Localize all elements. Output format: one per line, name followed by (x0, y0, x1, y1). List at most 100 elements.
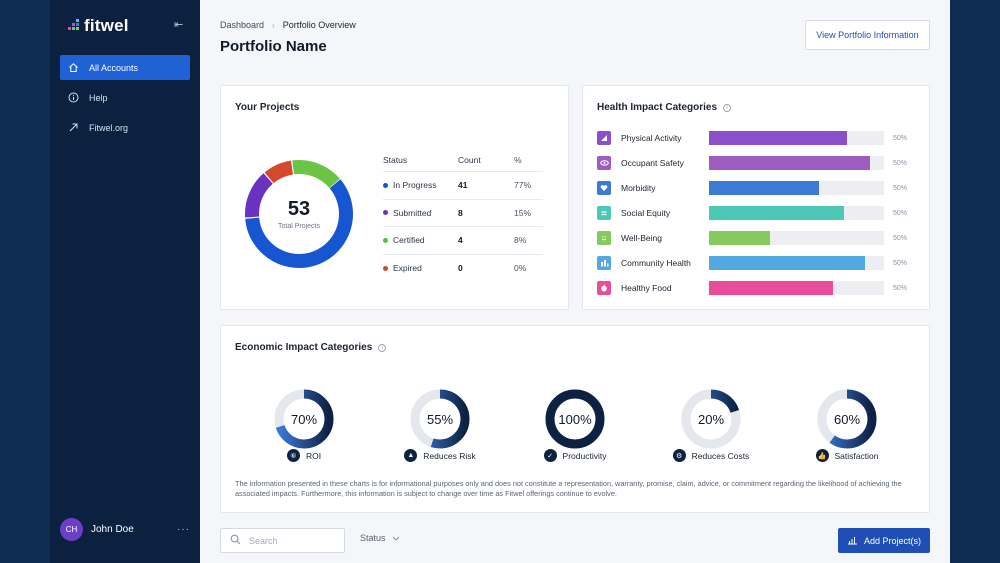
economic-label-satisfaction: 👍 Satisfaction (807, 449, 887, 462)
row-status: Expired (393, 263, 422, 274)
projects-donut: 53 Total Projects (243, 158, 355, 270)
page-title: Portfolio Name (220, 38, 327, 55)
economic-label-roi: ⑥ ROI (264, 449, 344, 462)
status-filter-label: Status (360, 533, 386, 543)
row-pct: 8% (514, 235, 527, 246)
health-label: Community Health (621, 258, 691, 268)
sidebar-item-label: Fitwel.org (89, 122, 129, 133)
info-icon[interactable]: i (378, 343, 387, 352)
health-pct: 50% (893, 284, 908, 292)
info-icon[interactable]: i (723, 103, 732, 112)
heart-shield-icon (597, 181, 611, 195)
economic-label-productivity: ✓ Productivity (535, 449, 615, 462)
row-pct: 77% (514, 180, 532, 191)
health-bar-fill (709, 281, 834, 295)
health-bar-fill (709, 231, 771, 245)
table-row: Submitted 8 15% (383, 200, 543, 227)
row-count: 8 (458, 207, 463, 218)
gauge-value: 100% (558, 411, 592, 427)
health-title-text: Health Impact Categories (597, 102, 718, 113)
health-bar-track (709, 231, 884, 245)
chart-icon (847, 535, 858, 547)
roi-icon: ⑥ (286, 449, 300, 462)
projects-card: Your Projects 53 Total Projects Status C… (220, 85, 569, 310)
search-input[interactable] (249, 535, 339, 546)
more-options-icon[interactable]: ··· (177, 524, 190, 535)
search-icon (230, 532, 241, 550)
gauge-fill (545, 389, 605, 449)
row-count: 41 (458, 180, 468, 191)
economic-label-reduces-costs: ⚙ Reduces Costs (671, 449, 751, 462)
sidebar-item-all-accounts[interactable]: All Accounts (60, 55, 190, 80)
health-pct: 50% (893, 184, 908, 192)
sidebar-item-fitwel-org[interactable]: Fitwel.org (60, 115, 190, 140)
equals-icon (597, 206, 611, 220)
user-menu[interactable]: CH John Doe ··· (60, 518, 190, 541)
table-row: In Progress 41 77% (383, 172, 543, 200)
donut-total-label: Total Projects (277, 223, 321, 230)
health-pct: 50% (893, 234, 908, 242)
donut-segment-in-progress (245, 160, 353, 268)
gauge-ring (681, 389, 741, 449)
gauge-fill (410, 389, 470, 449)
gauge-fill (274, 389, 334, 449)
health-bar-track (709, 281, 884, 295)
table-row: Expired 0 0% (383, 255, 543, 283)
chevron-down-icon (392, 533, 400, 543)
gauge-value: 60% (833, 411, 861, 427)
health-row-healthy-food: Healthy Food 50% (597, 280, 909, 296)
projects-donut-chart (245, 160, 353, 268)
breadcrumb: Dashboard › Portfolio Overview (220, 20, 356, 30)
status-filter-dropdown[interactable]: Status (360, 533, 400, 543)
health-label: Social Equity (621, 208, 671, 218)
main-content: Dashboard › Portfolio Overview Portfolio… (200, 0, 950, 563)
row-status: Certified (393, 235, 425, 246)
col-percent: % (514, 154, 522, 165)
health-bar-fill (709, 131, 848, 145)
health-title: Health Impact Categories i (597, 102, 732, 113)
health-label: Well-Being (621, 233, 662, 243)
economic-gauge-satisfaction: 60% (802, 374, 892, 464)
external-arrow-icon (68, 122, 79, 133)
gauge-ring (274, 389, 334, 449)
sidebar-item-help[interactable]: Help (60, 85, 190, 110)
health-bar-fill (709, 206, 844, 220)
economic-gauge-roi: 70% (259, 374, 349, 464)
row-count: 4 (458, 235, 463, 246)
col-count: Count (458, 154, 481, 165)
col-status: Status (383, 154, 408, 165)
row-status: Submitted (393, 207, 432, 218)
status-dot (383, 237, 388, 243)
health-row-community-health: Community Health 50% (597, 255, 909, 271)
collapse-sidebar-icon[interactable]: ⇤ (174, 19, 184, 31)
chevron-right-icon: › (272, 20, 275, 30)
health-row-occupant-safety: Occupant Safety 50% (597, 155, 909, 171)
add-projects-button[interactable]: Add Project(s) (838, 528, 930, 553)
projects-title: Your Projects (235, 102, 300, 113)
sidebar-item-label: Help (89, 92, 108, 103)
row-status: In Progress (393, 180, 437, 191)
gauge-ring (410, 389, 470, 449)
health-bar-track (709, 256, 884, 270)
status-dot (383, 265, 388, 271)
projects-table: Status Count % In Progress 41 77% Submit… (383, 148, 543, 282)
disclaimer-text: The information presented in these chart… (235, 479, 902, 498)
status-dot (383, 182, 388, 188)
economic-title-text: Economic Impact Categories (235, 342, 373, 353)
table-row: Certified 4 8% (383, 227, 543, 255)
health-label: Occupant Safety (621, 158, 684, 168)
smile-icon (597, 231, 611, 245)
gauge-fill (681, 389, 741, 449)
view-portfolio-info-button[interactable]: View Portfolio Information (805, 20, 930, 50)
economic-title: Economic Impact Categories i (235, 342, 387, 353)
health-label: Morbidity (621, 183, 656, 193)
economic-label-text: Productivity (562, 450, 607, 461)
fitwel-logo[interactable]: fitwel (68, 16, 129, 36)
logo-mark-icon (68, 19, 80, 33)
search-box[interactable] (220, 528, 345, 553)
apple-icon (597, 281, 611, 295)
economic-label-text: Satisfaction (834, 450, 879, 461)
health-pct: 50% (893, 209, 908, 217)
breadcrumb-dashboard[interactable]: Dashboard (220, 20, 265, 30)
breadcrumb-current: Portfolio Overview (282, 20, 356, 30)
